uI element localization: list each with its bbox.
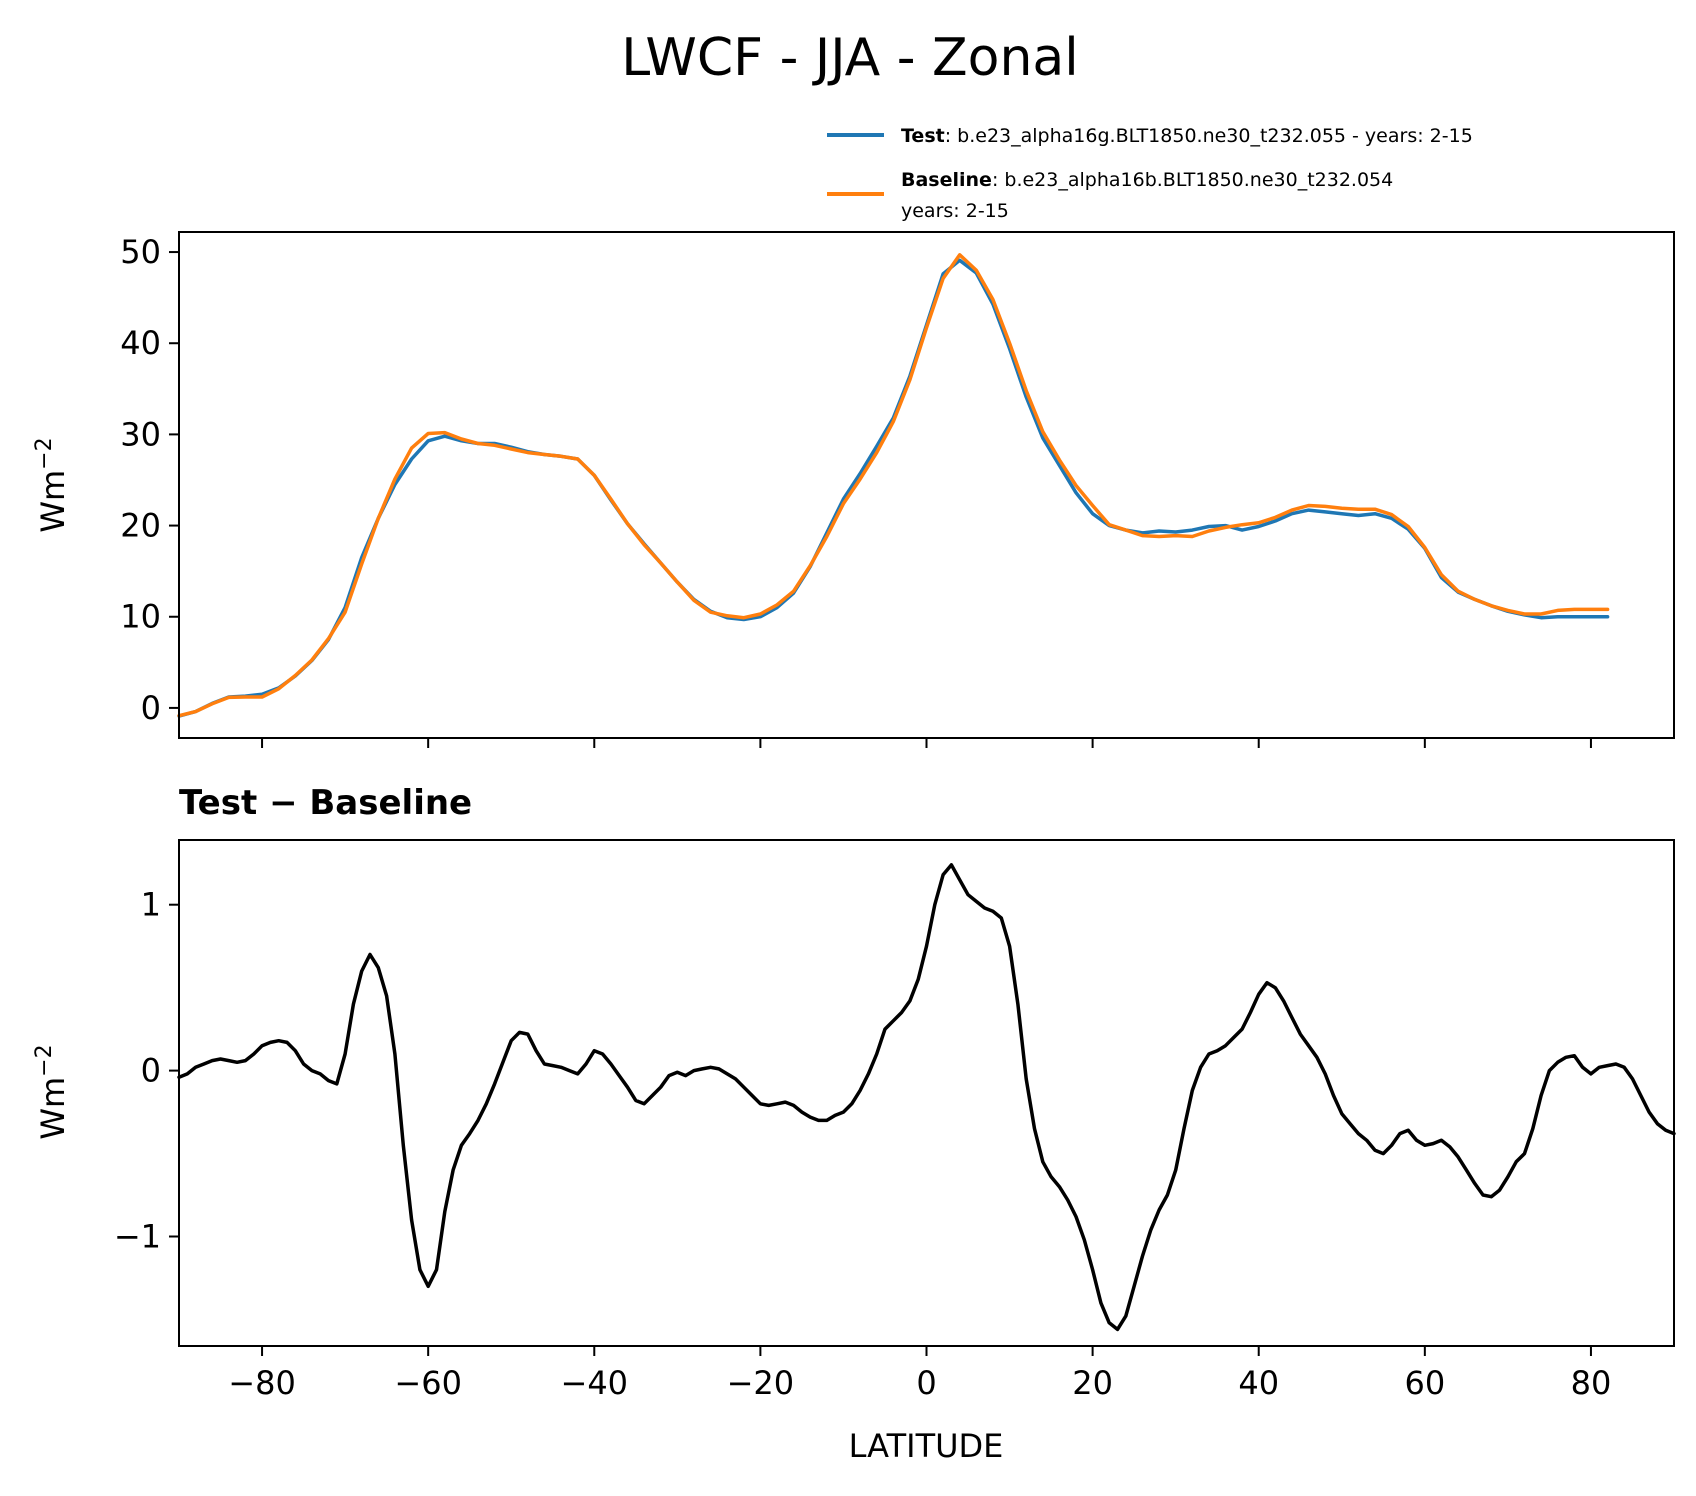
legend-test-description: : b.e23_alpha16g.BLT1850.ne30_t232.055 -… [945,125,1473,147]
x-tick-label: 80 [1571,1364,1612,1402]
x-tick-label: −40 [561,1364,629,1402]
top-series-group [177,253,1610,718]
x-tick-label: −20 [727,1364,795,1402]
x-tick-label: −80 [228,1364,296,1402]
series-line-test-baseline [177,863,1676,1332]
legend-baseline-name: Baseline [901,169,992,191]
bottom-y-label: Wm−2 [32,1044,72,1139]
bottom-y-label-sup: −2 [32,1044,57,1076]
y-tick-label: 20 [120,507,161,545]
bottom-series-group [177,863,1676,1332]
y-tick-label: 1 [141,886,161,924]
legend-baseline-description-line2: years: 2-15 [901,200,1009,222]
top-y-ticks: 0 10 20 30 40 50 [120,233,179,727]
legend-test-label: Test: b.e23_alpha16g.BLT1850.ne30_t232.0… [901,125,1473,147]
top-y-label-base: Wm [34,470,72,533]
y-tick-label: 40 [120,324,161,362]
x-tick-label: 60 [1404,1364,1445,1402]
bottom-panel-title: Test − Baseline [179,783,472,823]
figure-title: LWCF - JJA - Zonal [621,28,1079,88]
series-line-baseline [177,253,1610,718]
bottom-y-label-base: Wm [34,1077,72,1140]
legend-baseline-description: : b.e23_alpha16b.BLT1850.ne30_t232.054 [992,169,1393,191]
y-tick-label: 0 [141,1052,161,1090]
top-y-label-sup: −2 [32,437,57,469]
bottom-y-ticks: −1 0 1 [114,886,179,1256]
x-tick-label: 20 [1072,1364,1113,1402]
top-panel: 0 10 20 30 40 50 Wm−2 [32,231,1675,748]
x-tick-label: 40 [1238,1364,1279,1402]
legend-baseline-label: Baseline: b.e23_alpha16b.BLT1850.ne30_t2… [901,169,1393,191]
x-axis-label: LATITUDE [849,1427,1004,1465]
y-tick-label: −1 [114,1218,161,1256]
legend-test-name: Test [901,125,945,147]
y-tick-label: 10 [120,598,161,636]
y-tick-label: 30 [120,415,161,453]
y-tick-label: 50 [120,233,161,271]
top-x-ticks [261,738,1592,748]
y-tick-label: 0 [141,689,161,727]
x-tick-label: 0 [916,1364,936,1402]
bottom-x-ticks: −80 −60 −40 −20 0 20 40 60 80 [228,1346,1611,1402]
x-tick-label: −60 [394,1364,462,1402]
legend: Test: b.e23_alpha16g.BLT1850.ne30_t232.0… [827,125,1473,222]
bottom-panel: Test − Baseline −1 0 1 −80 −60 −40 −20 0 20 40 60… [32,783,1676,1465]
top-y-label: Wm−2 [32,437,72,532]
